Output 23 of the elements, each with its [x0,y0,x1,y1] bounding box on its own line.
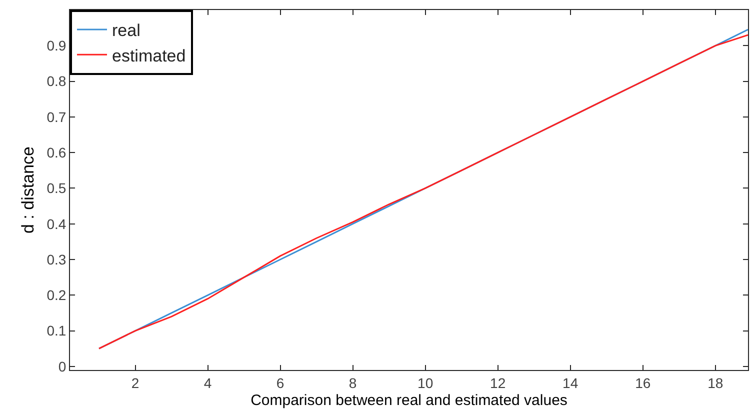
x-tick-label: 4 [204,374,212,391]
y-tick-label: 0.5 [46,180,66,196]
y-tick-label: 0.9 [46,38,66,54]
y-tick-label: 0.6 [46,144,66,160]
x-tick-label: 12 [490,374,506,391]
x-tick-label: 2 [131,374,140,391]
x-tick-label: 16 [635,374,651,391]
x-tick-label: 14 [562,374,578,391]
y-tick-label: 0.7 [46,108,66,125]
y-tick-label: 0 [58,358,66,374]
y-tick-label: 0.1 [46,322,66,339]
x-tick-label: 18 [708,374,724,391]
x-tick-label: 6 [276,374,284,391]
y-axis-title: d : distance [18,146,38,234]
legend-label: real [112,21,140,40]
x-tick-label: 8 [348,374,357,391]
y-tick-label: 0.4 [46,216,66,232]
y-tick-label: 0.3 [46,251,66,268]
y-tick-label: 0.8 [46,73,66,90]
x-axis-title: Comparison between real and estimated values [250,392,568,409]
x-tick-label: 10 [418,374,434,391]
y-tick-label: 0.2 [46,287,66,304]
legend-label: estimated [112,46,186,66]
